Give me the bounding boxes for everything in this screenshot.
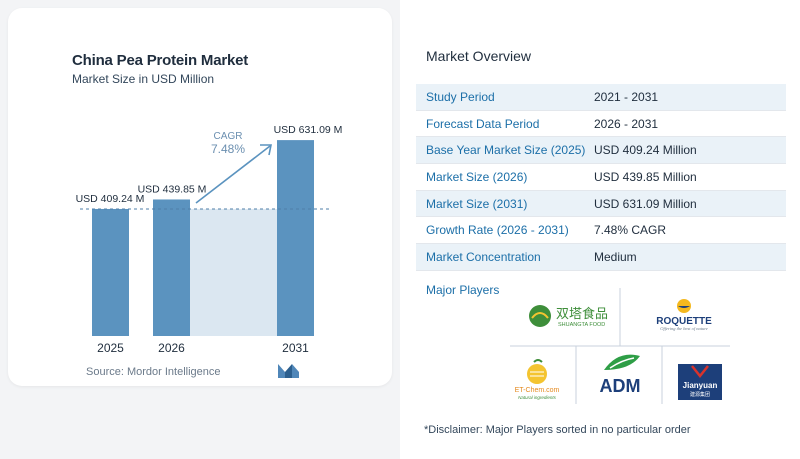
overview-row-label: Study Period xyxy=(426,89,495,104)
bar-2025 xyxy=(92,208,129,336)
overview-row-label: Forecast Data Period xyxy=(426,116,540,131)
overview-row-label: Market Concentration xyxy=(426,249,541,264)
cagr-label: CAGR xyxy=(214,131,243,142)
svg-text:双塔食品: 双塔食品 xyxy=(556,306,608,322)
overview-row-label: Base Year Market Size (2025) xyxy=(426,143,586,158)
svg-text:ET-Chem.com: ET-Chem.com xyxy=(515,387,560,394)
chart-subtitle: Market Size in USD Million xyxy=(72,72,215,86)
overview-row-label: Market Size (2031) xyxy=(426,196,528,211)
overview-row-value: USD 439.85 Million xyxy=(594,169,697,184)
overview-row: Forecast Data Period 2026 - 2031 xyxy=(416,111,786,138)
overview-table: Study Period 2021 - 2031 Forecast Data Per… xyxy=(416,84,786,271)
shuangta-logo: 双塔食品 SHUANGTA FOOD xyxy=(529,305,608,328)
overview-panel xyxy=(400,0,800,459)
svg-text:Natural ingredients: Natural ingredients xyxy=(518,395,557,400)
etchem-logo: ET-Chem.com Natural ingredients xyxy=(515,359,560,400)
overview-row: Market Size (2026) USD 439.85 Million xyxy=(416,164,786,191)
x-tick-label: 2031 xyxy=(282,341,309,355)
svg-text:ADM: ADM xyxy=(600,376,641,396)
chart-title: China Pea Protein Market xyxy=(72,52,249,69)
mordor-logo-icon xyxy=(278,364,299,378)
overview-row-label: Growth Rate (2026 - 2031) xyxy=(426,223,569,238)
overview-row-value: 2021 - 2031 xyxy=(594,89,659,104)
overview-row-value: USD 409.24 Million xyxy=(594,143,697,158)
gap-band xyxy=(190,208,277,336)
bar-2031 xyxy=(277,140,314,336)
adm-logo: ADM xyxy=(600,354,641,396)
x-tick-label: 2026 xyxy=(158,341,185,355)
jianyuan-logo: Jianyuan 建源集团 xyxy=(678,364,722,400)
overview-row-value: 2026 - 2031 xyxy=(594,116,659,131)
disclaimer-text: *Disclaimer: Major Players sorted in no … xyxy=(424,424,691,436)
svg-text:建源集团: 建源集团 xyxy=(690,391,710,398)
svg-text:SHUANGTA FOOD: SHUANGTA FOOD xyxy=(558,322,605,328)
x-tick-label: 2025 xyxy=(97,341,124,355)
roquette-logo: ROQUETTE Offering the best of nature xyxy=(656,299,712,331)
overview-row: Market Concentration Medium xyxy=(416,244,786,271)
overview-row-label: Market Size (2026) xyxy=(426,169,528,184)
svg-text:Jianyuan: Jianyuan xyxy=(683,381,718,390)
overview-row-value: USD 631.09 Million xyxy=(594,196,697,211)
overview-row: Study Period 2021 - 2031 xyxy=(416,84,786,111)
cagr-arrow xyxy=(195,144,272,204)
data-label: USD 631.09 M xyxy=(274,124,343,136)
overview-row: Base Year Market Size (2025) USD 409.24 M… xyxy=(416,137,786,165)
data-label: USD 439.85 M xyxy=(138,183,207,195)
overview-title: Market Overview xyxy=(426,48,532,64)
bar-2026 xyxy=(153,199,190,336)
overview-row: Growth Rate (2026 - 2031) 7.48% CAGR xyxy=(416,217,786,245)
overview-row-value: 7.48% CAGR xyxy=(594,223,667,238)
overview-row-value: Medium xyxy=(594,249,637,264)
svg-text:Offering the best of nature: Offering the best of nature xyxy=(660,326,708,331)
svg-text:ROQUETTE: ROQUETTE xyxy=(656,316,712,327)
players-title: Major Players xyxy=(426,283,500,297)
data-label: USD 409.24 M xyxy=(76,193,145,205)
overview-row: Market Size (2031) USD 631.09 Million xyxy=(416,190,786,218)
source-text: Source: Mordor Intelligence xyxy=(86,366,221,378)
cagr-value: 7.48% xyxy=(211,142,245,156)
